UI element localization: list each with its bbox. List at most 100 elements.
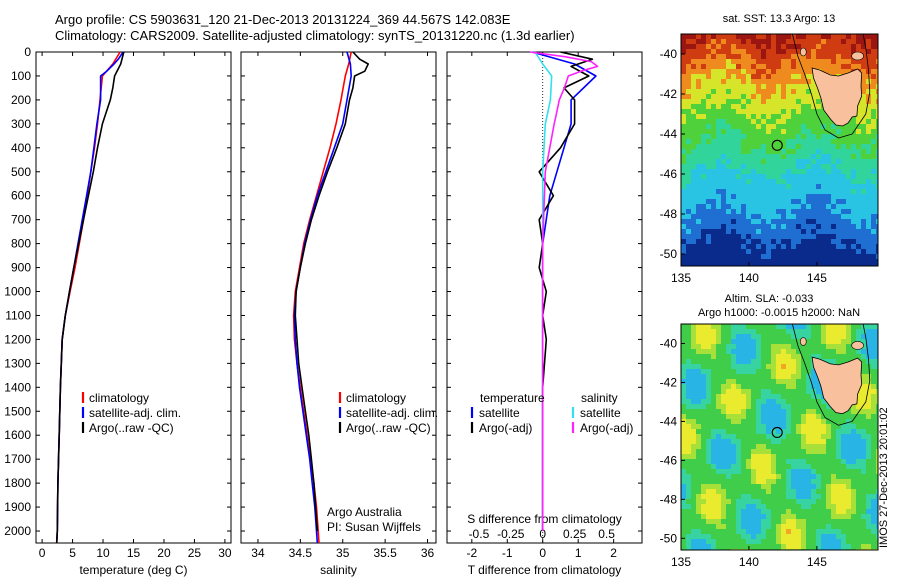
y-tick-label: 300 <box>11 117 31 131</box>
top-tick-label: 0.25 <box>563 527 587 541</box>
y-tick-label: 400 <box>11 141 31 155</box>
map-y-tick-label: -40 <box>660 336 678 350</box>
king-island <box>799 337 807 346</box>
x-tick-label: 36 <box>421 546 435 560</box>
legend-entry: satellite <box>479 406 520 420</box>
difference-y-ticks <box>447 51 642 532</box>
x-tick-label: 20 <box>157 546 171 560</box>
map-y-tick-label: -48 <box>660 492 678 506</box>
y-tick-label: 1500 <box>4 404 31 418</box>
temperature-x-axis: 0 5 10 15 20 25 30 temperature (deg C) <box>39 52 232 577</box>
x-tick-label: 2 <box>610 546 617 560</box>
flinders-island <box>851 341 864 350</box>
legend-entry: Argo(-adj) <box>479 421 532 435</box>
map-x-tick-label: 135 <box>671 555 691 569</box>
y-tick-label: 2000 <box>4 524 31 538</box>
difference-series-3 <box>529 51 599 531</box>
sla-map: 135 140 145 -40 -42 -44 -46 -48 -50 <box>660 323 879 569</box>
temperature-x-label: temperature (deg C) <box>79 563 187 577</box>
x-tick-label: 0 <box>539 546 546 560</box>
annotation-line-1: Argo Australia <box>327 505 402 519</box>
x-tick-label: 34.5 <box>289 546 313 560</box>
map-x-tick-label: 140 <box>739 555 759 569</box>
y-tick-label: 800 <box>11 237 31 251</box>
legend-title-temperature: temperature <box>480 391 545 405</box>
salinity-x-label: salinity <box>320 563 357 577</box>
difference-legend: temperature salinitysatelliteArgo(-adj)sa… <box>470 391 633 435</box>
map-y-tick-label: -40 <box>660 47 678 61</box>
x-tick-label: 0 <box>39 546 46 560</box>
title-line-1: Argo profile: CS 5903631_120 21-Dec-2013… <box>55 12 511 27</box>
shelf-contour <box>792 34 871 139</box>
temperature-series-1 <box>55 51 124 544</box>
map-y-tick-label: -50 <box>660 247 678 261</box>
salinity-x-axis: 34 34.5 35 35.5 36 salinity <box>251 52 435 577</box>
salinity-y-ticks <box>241 51 436 532</box>
top-tick-label: 0 <box>539 527 546 541</box>
y-tick-label: 1400 <box>4 380 31 394</box>
legend-entry: Argo(-adj) <box>580 421 633 435</box>
map-y-tick-label: -46 <box>660 453 678 467</box>
sla-map-title: Altim. SLA: -0.033 <box>725 293 814 305</box>
difference-series-0 <box>531 51 597 531</box>
sst-map-field <box>681 34 878 266</box>
map-y-tick-label: -44 <box>660 414 678 428</box>
y-tick-label: 1600 <box>4 428 31 442</box>
difference-top-label: S difference from climatology <box>467 512 622 526</box>
map-y-tick-label: -42 <box>660 375 678 389</box>
map-x-tick-label: 145 <box>807 555 827 569</box>
x-tick-label: 35 <box>336 546 350 560</box>
sst-map-frame <box>680 33 879 267</box>
y-tick-label: 1800 <box>4 476 31 490</box>
y-tick-label: 1300 <box>4 356 31 370</box>
sst-map-argo-marker <box>771 139 783 151</box>
x-tick-label: 5 <box>69 546 76 560</box>
y-tick-label: 900 <box>11 261 31 275</box>
y-tick-label: 500 <box>11 165 31 179</box>
map-x-tick-label: 145 <box>807 271 827 285</box>
difference-x-label: T difference from climatology <box>468 563 622 577</box>
map-y-tick-label: -48 <box>660 207 678 221</box>
x-tick-label: 15 <box>127 546 141 560</box>
legend-entry: satellite-adj. clim. <box>346 406 438 420</box>
difference-x-axis: -2 -1 0 1 2 T difference from climatology <box>466 52 621 577</box>
shelf-contour <box>792 324 871 426</box>
map-x-tick-label: 135 <box>671 271 691 285</box>
sla-map-subtitle: Argo h1000: -0.0015 h2000: NaN <box>698 307 860 319</box>
tasmania-landmass <box>811 67 863 127</box>
legend-entry: climatology <box>89 391 149 405</box>
x-tick-label: 30 <box>218 546 232 560</box>
x-tick-label: -1 <box>502 546 513 560</box>
salinity-series-1 <box>293 51 353 544</box>
map-y-tick-label: -46 <box>660 167 678 181</box>
king-island <box>799 47 807 57</box>
legend-entry: climatology <box>346 391 406 405</box>
imos-timestamp: IMOS 27-Dec-2013 20:01:02 <box>876 380 896 550</box>
y-tick-label: 1000 <box>4 285 31 299</box>
map-y-tick-label: -50 <box>660 531 678 545</box>
temperature-series-2 <box>55 51 125 544</box>
top-tick-label: 0.5 <box>598 527 615 541</box>
map-y-tick-label: -42 <box>660 87 678 101</box>
x-tick-label: 35.5 <box>373 546 397 560</box>
annotation-line-2: PI: Susan Wijffels <box>327 520 421 534</box>
tasmania-landmass <box>811 356 863 415</box>
x-tick-label: 25 <box>188 546 202 560</box>
sla-map-frame <box>680 323 879 551</box>
difference-top-axis: S difference from climatology-0.5 -0.25 0 0… <box>467 512 622 541</box>
x-tick-label: 10 <box>96 546 110 560</box>
map-y-tick-label: -44 <box>660 127 678 141</box>
y-tick-label: 1200 <box>4 332 31 346</box>
map-x-tick-label: 140 <box>739 271 759 285</box>
top-tick-label: -0.25 <box>497 527 525 541</box>
sla-map-field <box>681 324 878 550</box>
y-tick-label: 1100 <box>5 308 31 322</box>
y-tick-label: 1700 <box>4 452 31 466</box>
temperature-series-0 <box>55 51 121 544</box>
y-tick-label: 200 <box>11 93 31 107</box>
y-tick-label: 100 <box>11 69 31 83</box>
legend-title-salinity: salinity <box>581 391 618 405</box>
legend-entry: satellite-adj. clim. <box>89 406 181 420</box>
